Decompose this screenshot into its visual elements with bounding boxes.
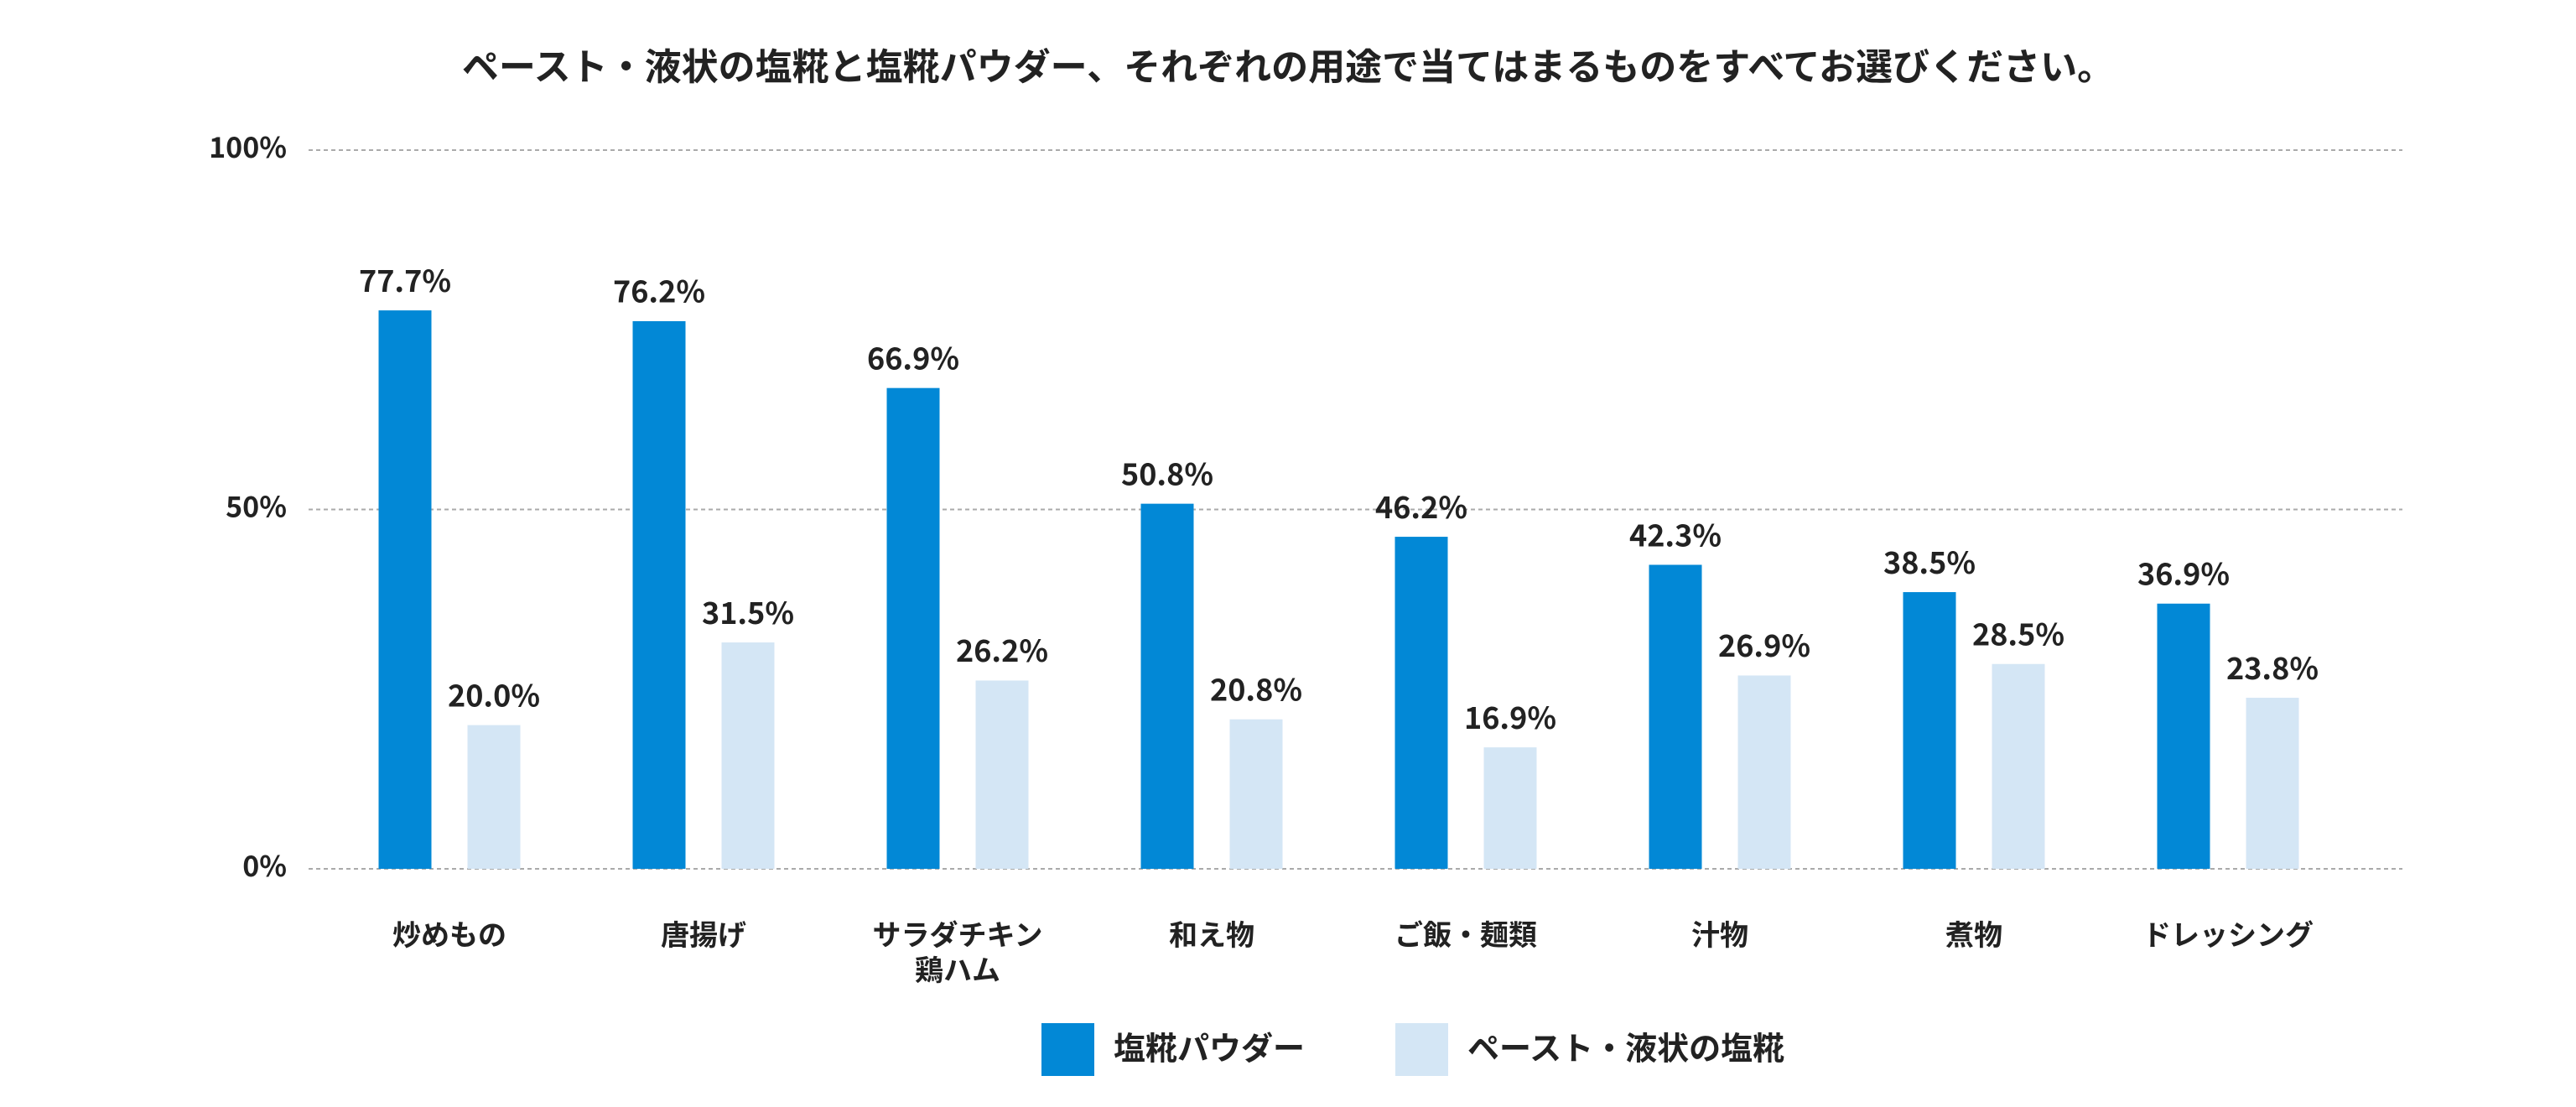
bar bbox=[886, 387, 940, 869]
value-label: 50.8% bbox=[1121, 450, 1213, 494]
value-label: 38.5% bbox=[1883, 539, 1976, 583]
value-label: 16.9% bbox=[1464, 694, 1556, 738]
x-tick-label: 唐揚げ bbox=[661, 912, 746, 954]
value-label: 36.9% bbox=[2137, 551, 2230, 595]
x-tick-label: ご飯・麺類 bbox=[1394, 912, 1537, 954]
legend-swatch bbox=[1395, 1023, 1448, 1076]
value-label: 76.2% bbox=[613, 268, 705, 312]
x-tick-label: 炒めもの bbox=[392, 912, 506, 954]
bar bbox=[1229, 719, 1283, 869]
bar bbox=[467, 725, 521, 869]
chart-title: ペースト・液状の塩糀と塩糀パウダー、それぞれの用途で当てはまるものをすべてお選び… bbox=[462, 37, 2114, 91]
value-label: 28.5% bbox=[1972, 611, 2064, 655]
bar bbox=[2157, 603, 2210, 869]
y-tick-label: 0% bbox=[242, 844, 287, 885]
bar bbox=[1140, 503, 1194, 869]
legend-label: ペースト・液状の塩糀 bbox=[1467, 1022, 1784, 1068]
value-label: 26.2% bbox=[956, 627, 1048, 671]
x-tick-label: 汁物 bbox=[1691, 912, 1748, 954]
bar bbox=[975, 680, 1029, 869]
bar bbox=[1483, 747, 1537, 869]
value-label: 31.5% bbox=[702, 590, 794, 633]
bar bbox=[378, 310, 432, 870]
bar bbox=[1394, 537, 1448, 869]
bar bbox=[1737, 675, 1791, 869]
legend-label: 塩糀パウダー bbox=[1114, 1022, 1305, 1068]
value-label: 42.3% bbox=[1629, 512, 1722, 555]
bar bbox=[1992, 663, 2045, 869]
y-tick-label: 100% bbox=[209, 125, 287, 166]
bar bbox=[721, 642, 775, 869]
x-tick-label: ドレッシング bbox=[2142, 912, 2314, 954]
x-tick-label: 和え物 bbox=[1169, 912, 1254, 954]
value-label: 77.7% bbox=[359, 257, 451, 301]
value-label: 66.9% bbox=[867, 335, 959, 378]
value-label: 26.9% bbox=[1718, 622, 1810, 666]
bar bbox=[632, 320, 686, 869]
bar bbox=[1903, 592, 1956, 869]
x-tick-label: サラダチキン 鶏ハム bbox=[872, 912, 1043, 989]
x-tick-label: 煮物 bbox=[1945, 912, 2002, 954]
legend-swatch bbox=[1041, 1023, 1094, 1076]
value-label: 46.2% bbox=[1375, 484, 1467, 528]
value-label: 20.8% bbox=[1210, 667, 1302, 710]
y-tick-label: 50% bbox=[226, 485, 287, 526]
bar bbox=[2246, 698, 2299, 869]
bar bbox=[1649, 564, 1702, 869]
value-label: 20.0% bbox=[448, 672, 540, 715]
value-label: 23.8% bbox=[2226, 645, 2319, 689]
